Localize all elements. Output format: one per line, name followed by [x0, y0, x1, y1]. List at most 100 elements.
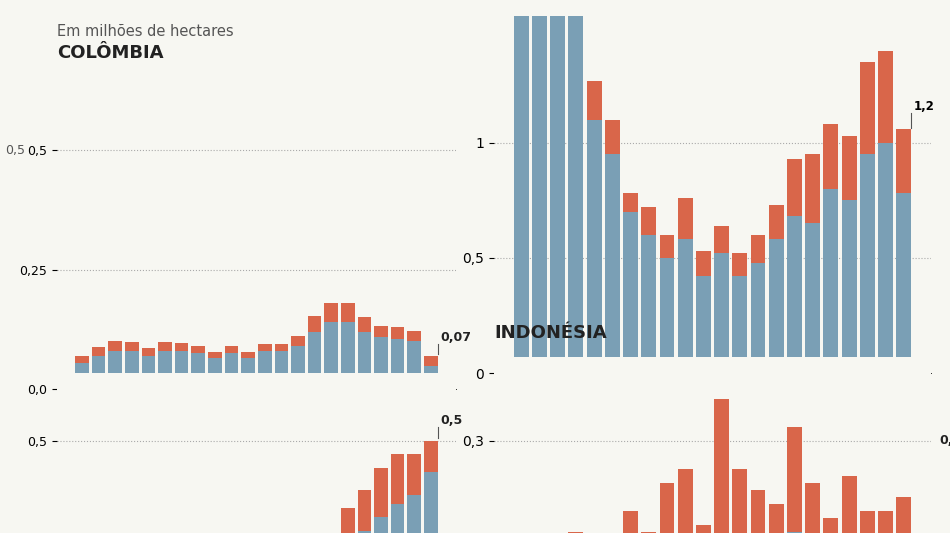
Bar — [357, 490, 371, 531]
Bar — [860, 154, 875, 373]
Bar — [374, 336, 388, 389]
Bar — [677, 239, 693, 373]
Text: COLÔMBIA: COLÔMBIA — [57, 44, 163, 62]
Bar — [842, 200, 857, 373]
Bar — [659, 258, 674, 373]
Bar — [659, 483, 674, 533]
Bar — [374, 468, 388, 518]
Bar — [142, 349, 155, 356]
Bar — [605, 154, 619, 373]
Bar — [408, 331, 421, 341]
Bar — [769, 205, 784, 239]
Bar — [787, 216, 802, 373]
Bar — [357, 318, 371, 332]
Bar — [896, 193, 911, 373]
Bar — [175, 343, 188, 351]
Bar — [75, 363, 88, 389]
Bar — [257, 344, 272, 351]
Text: Em milhões de hectares: Em milhões de hectares — [57, 24, 234, 39]
Bar — [732, 469, 748, 533]
Bar — [896, 497, 911, 533]
Bar — [341, 303, 354, 322]
Bar — [806, 154, 820, 223]
Text: INDONÉSIA: INDONÉSIA — [494, 325, 607, 342]
Bar — [677, 469, 693, 533]
Bar — [192, 346, 205, 353]
Bar — [275, 351, 288, 389]
Bar — [714, 225, 729, 253]
Bar — [696, 251, 711, 276]
Bar — [587, 120, 601, 373]
Bar — [842, 136, 857, 200]
Bar — [275, 344, 288, 351]
Bar — [824, 518, 838, 533]
Bar — [623, 193, 638, 212]
Bar — [568, 0, 583, 373]
Bar — [696, 276, 711, 373]
Bar — [159, 351, 172, 389]
Bar — [257, 351, 272, 389]
Bar — [324, 303, 338, 322]
Bar — [750, 235, 766, 263]
Bar — [357, 332, 371, 389]
Bar — [357, 531, 371, 533]
Bar — [732, 253, 748, 276]
Bar — [225, 353, 238, 389]
Bar — [878, 511, 893, 533]
Bar — [824, 124, 838, 189]
Bar — [769, 504, 784, 533]
Bar — [896, 129, 911, 193]
Text: BOLÍVIA: BOLÍVIA — [57, 478, 139, 496]
Bar — [390, 504, 405, 533]
Bar — [390, 339, 405, 389]
Bar — [241, 358, 255, 389]
Text: 0,07: 0,07 — [441, 330, 472, 344]
Bar — [605, 120, 619, 154]
Bar — [623, 511, 638, 533]
Bar — [860, 511, 875, 533]
Bar — [390, 327, 405, 339]
Bar — [208, 358, 221, 389]
Bar — [806, 483, 820, 533]
Bar — [408, 341, 421, 389]
Bar — [514, 0, 529, 373]
Bar — [750, 490, 766, 533]
Bar — [587, 80, 601, 120]
Bar — [408, 495, 421, 533]
Bar — [408, 454, 421, 495]
Bar — [92, 356, 105, 389]
Bar — [641, 207, 656, 235]
Bar — [225, 346, 238, 353]
Bar — [341, 508, 354, 533]
Bar — [424, 356, 438, 366]
Bar — [192, 353, 205, 389]
Bar — [424, 472, 438, 533]
Bar — [787, 531, 802, 533]
Bar — [308, 317, 321, 332]
Bar — [108, 341, 122, 351]
Bar — [92, 347, 105, 356]
Bar — [424, 441, 438, 472]
Bar — [75, 356, 88, 363]
Bar — [878, 143, 893, 373]
Text: 1,2: 1,2 — [914, 100, 935, 113]
Bar — [159, 342, 172, 351]
Bar — [208, 352, 221, 358]
Bar — [641, 235, 656, 373]
Bar — [324, 322, 338, 389]
Bar — [568, 531, 583, 533]
Bar — [824, 189, 838, 373]
Bar — [291, 336, 305, 346]
Bar — [714, 399, 729, 533]
Bar — [125, 351, 139, 389]
Bar — [750, 263, 766, 373]
Bar — [659, 235, 674, 258]
Bar — [550, 0, 565, 373]
Bar — [677, 198, 693, 239]
Bar — [714, 253, 729, 373]
Bar — [390, 454, 405, 504]
Text: 0,5: 0,5 — [441, 414, 463, 427]
Bar — [878, 51, 893, 143]
Bar — [175, 351, 188, 389]
Bar — [623, 212, 638, 373]
